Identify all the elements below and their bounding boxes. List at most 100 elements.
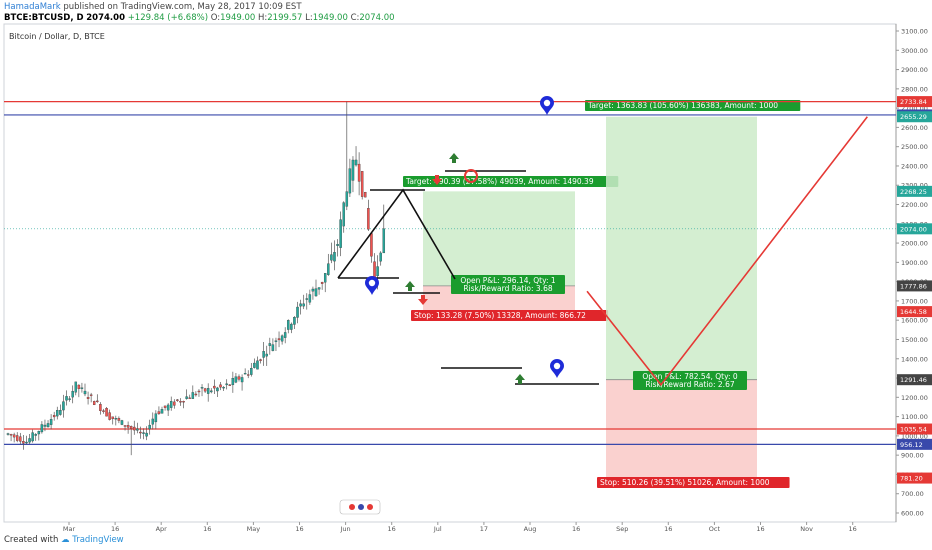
low-label: L: [305, 13, 313, 23]
candle [274, 337, 278, 351]
candle [268, 337, 272, 355]
candle [323, 273, 327, 293]
candle [336, 239, 339, 257]
price-badge: 956.12 [897, 438, 932, 450]
candle [80, 382, 84, 393]
candle [308, 289, 312, 305]
svg-text:1644.58: 1644.58 [900, 308, 927, 316]
candle [311, 286, 315, 300]
candle [173, 399, 176, 409]
candle [250, 363, 253, 377]
price-tick-label: 1700.00 [901, 297, 928, 305]
candle [83, 383, 87, 397]
time-tick-label: Nov [800, 525, 813, 533]
candle [56, 406, 59, 420]
open-label: O: [210, 13, 221, 23]
candle [203, 387, 207, 394]
candle [59, 404, 62, 416]
candle [99, 402, 102, 415]
time-tick-label: 16 [388, 525, 396, 533]
map-pin-icon [540, 96, 554, 115]
candle [74, 381, 78, 396]
publish-info: HamadaMark published on TradingView.com,… [4, 2, 302, 12]
candle [330, 242, 333, 264]
map-pin-icon [365, 276, 379, 295]
price-badge: 2074.00 [897, 223, 932, 235]
candle [129, 425, 133, 456]
candle [102, 408, 105, 414]
candle [277, 331, 281, 348]
candle [120, 419, 124, 426]
price-tick-label: 700.00 [901, 490, 924, 498]
price-tick-label: 2800.00 [901, 85, 928, 93]
candle [357, 152, 361, 196]
svg-text:Open P&L: 296.14, Qty: 1: Open P&L: 296.14, Qty: 1 [460, 276, 556, 285]
price-tick-label: 1600.00 [901, 317, 928, 325]
candle [197, 389, 201, 397]
candles [6, 101, 386, 456]
candle [136, 422, 139, 434]
event-marker-icon [339, 499, 381, 515]
candle [49, 414, 53, 430]
tradingview-cloud-icon: ☁ [61, 535, 70, 545]
price-tick-label: 2200.00 [901, 201, 928, 209]
candle [228, 384, 232, 387]
author-link[interactable]: HamadaMark [4, 2, 61, 12]
open-value: 1949.00 [220, 13, 256, 23]
price-tick-label: 1500.00 [901, 336, 928, 344]
candle [34, 433, 37, 441]
candle [243, 368, 247, 375]
candle [37, 430, 41, 441]
time-tick-label: Jun [340, 525, 351, 533]
candle [52, 411, 56, 421]
candle [163, 405, 167, 411]
position-stop-label: Stop: 133.28 (7.50%) 13328, Amount: 866.… [411, 310, 609, 321]
candle [71, 385, 74, 404]
candle [237, 374, 241, 382]
candle [157, 406, 161, 416]
time-tick-label: Oct [709, 525, 721, 533]
candle [9, 433, 13, 442]
candle [345, 101, 349, 211]
price-badge: 1035.54 [897, 423, 932, 435]
candle [160, 406, 164, 414]
candle [256, 356, 259, 370]
time-tick-label: 16 [295, 525, 303, 533]
time-tick-label: 17 [480, 525, 488, 533]
candle [280, 334, 284, 345]
svg-text:Risk/Reward Ratio: 2.67: Risk/Reward Ratio: 2.67 [645, 380, 734, 389]
position-target-label: Target: 1363.83 (105.60%) 136383, Amount… [585, 100, 801, 111]
map-pin-icon [550, 359, 564, 378]
svg-text:Stop: 510.26 (39.51%) 51026, A: Stop: 510.26 (39.51%) 51026, Amount: 100… [600, 478, 770, 487]
candle [379, 251, 382, 266]
price-badge: 2733.84 [897, 96, 932, 108]
close-label: C: [350, 13, 360, 23]
candle [225, 379, 228, 390]
price-tick-label: 1000.00 [901, 432, 928, 440]
svg-text:Target: 490.39 (27.58%) 49039,: Target: 490.39 (27.58%) 49039, Amount: 1… [405, 177, 594, 186]
candle [210, 388, 213, 394]
candle [15, 432, 19, 443]
candle [253, 358, 256, 369]
candle [105, 407, 108, 417]
footer: Created with ☁ TradingView [4, 535, 124, 545]
time-tick-label: Mar [63, 525, 76, 533]
candle [259, 358, 262, 364]
candle [166, 403, 170, 417]
time-tick-label: Sep [616, 525, 628, 533]
candle [317, 287, 321, 295]
candle [364, 191, 367, 198]
time-tick-label: 16 [203, 525, 211, 533]
arrow-down-icon [432, 175, 442, 185]
price-badge: 2268.25 [897, 185, 932, 197]
candle [117, 416, 121, 424]
candle [382, 204, 386, 254]
ohlc-info: BTCE:BTCUSD, D 2074.00 +129.84 (+6.68%) … [4, 13, 395, 23]
tradingview-brand[interactable]: TradingView [72, 535, 124, 545]
price-change: +129.84 (+6.68%) [127, 13, 209, 23]
price-badge: 1291.46 [897, 374, 932, 386]
arrow-up-icon [405, 281, 415, 291]
candle [12, 432, 16, 443]
